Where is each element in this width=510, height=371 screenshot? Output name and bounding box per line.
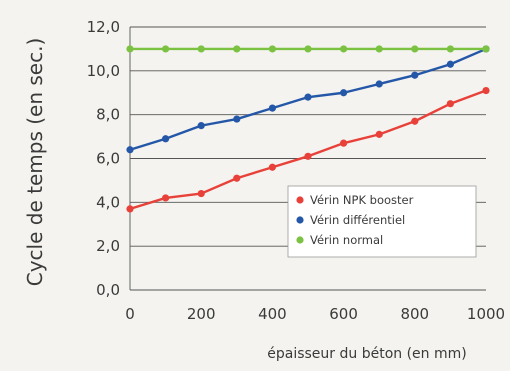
- legend-marker-verin-npk-booster: [296, 196, 304, 204]
- data-point-verin-npk-booster: [375, 130, 383, 138]
- series-lines: [126, 45, 490, 213]
- y-axis-title: Cycle de temps (en sec.): [23, 38, 47, 287]
- data-point-verin-npk-booster: [126, 205, 134, 213]
- data-point-verin-differentiel: [162, 135, 170, 143]
- x-tick-label: 0: [125, 305, 135, 323]
- legend-label-verin-npk-booster: Vérin NPK booster: [310, 193, 414, 207]
- data-point-verin-normal: [233, 45, 241, 53]
- data-point-verin-normal: [482, 45, 490, 53]
- data-point-verin-npk-booster: [411, 117, 419, 125]
- legend: Vérin NPK booster Vérin différentiel Vérin…: [287, 185, 477, 258]
- y-tick-label: 0,0: [96, 281, 120, 299]
- x-tick-label: 800: [400, 305, 429, 323]
- data-point-verin-differentiel: [340, 89, 348, 97]
- data-point-verin-differentiel: [268, 104, 276, 112]
- data-point-verin-normal: [375, 45, 383, 53]
- data-point-verin-npk-booster: [197, 189, 205, 198]
- y-tick-label: 12,0: [87, 18, 120, 36]
- axes: 0,0 2,0 4,0 6,0 8,0 10,0 12,0 0 200 400 600 800 1000: [87, 18, 506, 323]
- data-point-verin-differentiel: [197, 122, 205, 130]
- data-point-verin-npk-booster: [340, 139, 348, 147]
- y-tick-label: 6,0: [96, 150, 120, 168]
- data-point-verin-normal: [446, 45, 454, 53]
- legend-label-verin-normal: Vérin normal: [310, 233, 383, 247]
- data-point-verin-npk-booster: [162, 194, 170, 202]
- data-point-verin-normal: [268, 45, 276, 53]
- x-tick-label: 400: [258, 305, 287, 323]
- data-point-verin-normal: [304, 45, 312, 53]
- data-point-verin-normal: [411, 45, 419, 53]
- legend-marker-verin-differentiel: [296, 216, 304, 224]
- data-point-verin-differentiel: [233, 115, 241, 123]
- y-tick-label: 2,0: [96, 237, 120, 255]
- data-point-verin-npk-booster: [233, 174, 241, 182]
- y-tick-label: 4,0: [96, 193, 120, 211]
- data-point-verin-normal: [162, 45, 170, 53]
- x-tick-label: 600: [329, 305, 358, 323]
- x-axis-title: épaisseur du béton (en mm): [267, 346, 466, 362]
- y-tick-label: 10,0: [87, 62, 120, 80]
- x-tick-label: 1000: [467, 305, 505, 323]
- data-point-verin-normal: [340, 45, 348, 53]
- legend-marker-verin-normal: [296, 236, 304, 244]
- data-point-verin-differentiel: [126, 146, 134, 154]
- x-tick-label: 200: [187, 305, 216, 323]
- data-point-verin-differentiel: [375, 80, 383, 88]
- data-point-verin-differentiel: [411, 71, 419, 79]
- data-point-verin-normal: [126, 45, 134, 53]
- data-point-verin-npk-booster: [482, 86, 490, 95]
- y-tick-label: 8,0: [96, 106, 120, 124]
- legend-box: [287, 185, 477, 258]
- data-point-verin-npk-booster: [446, 100, 454, 108]
- data-point-verin-npk-booster: [304, 152, 312, 160]
- data-point-verin-npk-booster: [268, 163, 276, 171]
- legend-label-verin-differentiel: Vérin différentiel: [310, 213, 405, 227]
- data-point-verin-differentiel: [304, 93, 312, 101]
- data-point-verin-normal: [197, 45, 205, 53]
- data-point-verin-differentiel: [446, 60, 454, 68]
